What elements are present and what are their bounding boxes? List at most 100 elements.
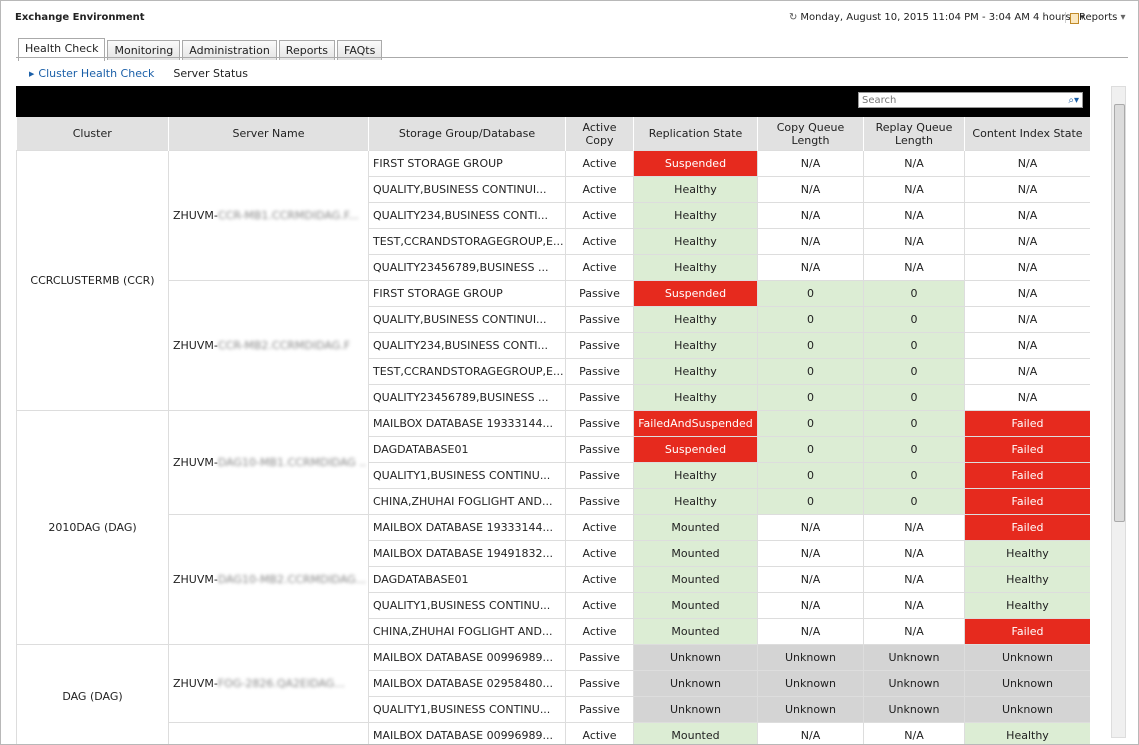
table-row: DAG (DAG) ZHUVM-FOG-2826.QA2EIDAG... MAILB…	[16, 644, 1090, 744]
tab[interactable]: FAQts	[337, 40, 383, 60]
status-cell: Healthy	[633, 462, 758, 489]
status-cell: Healthy	[633, 384, 758, 411]
status-cell: Healthy	[633, 176, 758, 203]
database: QUALITY234,BUSINESS CONTI...	[368, 202, 566, 229]
tab[interactable]: Administration	[182, 40, 277, 60]
status-cell: N/A	[757, 514, 864, 541]
reports-menu[interactable]: Reports	[1065, 12, 1126, 24]
status-cell: Healthy	[964, 592, 1090, 619]
database: MAILBOX DATABASE 00996989...	[368, 722, 566, 744]
status-cell: N/A	[757, 722, 864, 744]
server-prefix: ZHUVM-	[173, 209, 218, 222]
cluster-name: CCRCLUSTERMB (CCR)	[16, 150, 169, 411]
status-cell: N/A	[863, 176, 965, 203]
database: DAGDATABASE01	[368, 436, 566, 463]
table-row: DAGDATABASE01 Passive Suspended 0 0 Failed	[17, 436, 1090, 463]
status-cell: Healthy	[633, 488, 758, 515]
status-cell: N/A	[757, 150, 864, 177]
status-cell: Healthy	[633, 306, 758, 333]
server-redacted: DAG10-MB2.CCRMDIDAG...	[217, 573, 367, 586]
table-row: CCRCLUSTERMB (CCR) ZHUVM-CCR-MB1.CCRMDIDA…	[16, 150, 1090, 411]
status-cell: 0	[863, 488, 965, 515]
status-cell: N/A	[964, 228, 1090, 255]
status-cell: Unknown	[964, 670, 1090, 697]
database: MAILBOX DATABASE 02958480...	[368, 670, 566, 697]
active-copy: Passive	[565, 488, 634, 515]
status-cell: 0	[757, 306, 864, 333]
status-cell: N/A	[964, 150, 1090, 177]
column-header[interactable]: Storage Group/Database	[368, 117, 566, 151]
tab[interactable]: Monitoring	[107, 40, 181, 60]
status-cell: 0	[863, 410, 965, 437]
time-range[interactable]: Monday, August 10, 2015 11:04 PM - 3:04 …	[789, 12, 1085, 23]
status-cell: Healthy	[633, 202, 758, 229]
table-row: QUALITY23456789,BUSINESS ... Active Health…	[17, 254, 1090, 281]
table-row: ZHUVM-DAG10-MB2.CCRMDIDAG... MAILBOX DATA…	[17, 514, 1090, 645]
active-copy: Passive	[565, 332, 634, 359]
status-cell: N/A	[964, 384, 1090, 411]
status-cell: Unknown	[964, 696, 1090, 723]
database: MAILBOX DATABASE 19333144...	[368, 410, 566, 437]
table-row: MAILBOX DATABASE 00996989... Active Mounte…	[17, 722, 1090, 744]
status-cell: N/A	[757, 540, 864, 567]
server-prefix: ZHUVM-	[173, 573, 218, 586]
status-cell: 0	[863, 462, 965, 489]
status-cell: N/A	[757, 254, 864, 281]
table-row: QUALITY,BUSINESS CONTINUI... Active Health…	[17, 176, 1090, 203]
active-copy: Active	[565, 150, 634, 177]
table-row: QUALITY1,BUSINESS CONTINU... Passive Healt…	[17, 462, 1090, 489]
column-header[interactable]: Replication State	[633, 117, 758, 151]
active-copy: Passive	[565, 462, 634, 489]
database: TEST,CCRANDSTORAGEGROUP,E...	[368, 228, 566, 255]
server-redacted: CCR-MB1.CCRMDIDAG.F...	[217, 209, 359, 222]
subnav-link[interactable]: Server Status	[173, 67, 249, 80]
database: QUALITY1,BUSINESS CONTINU...	[368, 592, 566, 619]
search-box[interactable]: Search	[858, 92, 1083, 109]
tab[interactable]: Reports	[278, 40, 335, 60]
column-header[interactable]: Active Copy	[565, 117, 634, 151]
status-cell: 0	[863, 280, 965, 307]
database: FIRST STORAGE GROUP	[368, 280, 566, 307]
status-cell: Failed	[964, 488, 1090, 515]
server-redacted: CCR-MB2.CCRMDIDAG.F	[217, 339, 351, 352]
column-header[interactable]: Server Name	[168, 117, 369, 151]
status-cell: N/A	[863, 722, 965, 744]
table-row: TEST,CCRANDSTORAGEGROUP,E... Active Health…	[17, 228, 1090, 255]
tab[interactable]: Health Check	[18, 38, 106, 61]
column-header[interactable]: Copy Queue Length	[757, 117, 864, 151]
database: QUALITY234,BUSINESS CONTI...	[368, 332, 566, 359]
active-copy: Passive	[565, 696, 634, 723]
table-row: QUALITY1,BUSINESS CONTINU... Passive Unkno…	[17, 696, 1090, 723]
active-copy: Passive	[565, 644, 634, 671]
scrollbar[interactable]	[1111, 86, 1126, 738]
column-header[interactable]: Replay Queue Length	[863, 117, 965, 151]
status-cell: 0	[757, 332, 864, 359]
server-redacted: FOG-2826.QA2EIDAG...	[217, 677, 345, 690]
database: MAILBOX DATABASE 19491832...	[368, 540, 566, 567]
status-cell: Mounted	[633, 592, 758, 619]
status-cell: 0	[757, 358, 864, 385]
database: QUALITY,BUSINESS CONTINUI...	[368, 306, 566, 333]
cluster-name: DAG (DAG)	[16, 644, 169, 744]
database: QUALITY1,BUSINESS CONTINU...	[368, 696, 566, 723]
database: CHINA,ZHUHAI FOGLIGHT AND...	[368, 488, 566, 515]
status-cell: N/A	[757, 566, 864, 593]
database: QUALITY1,BUSINESS CONTINU...	[368, 462, 566, 489]
subnav-link[interactable]: Cluster Health Check	[29, 67, 154, 80]
column-header[interactable]: Content Index State	[964, 117, 1090, 151]
active-copy: Passive	[565, 280, 634, 307]
scroll-thumb[interactable]	[1114, 104, 1125, 522]
database: CHINA,ZHUHAI FOGLIGHT AND...	[368, 618, 566, 645]
table-row: MAILBOX DATABASE 02958480... Passive Unkno…	[17, 670, 1090, 697]
column-header[interactable]: Cluster	[16, 117, 169, 151]
table-row: QUALITY234,BUSINESS CONTI... Passive Healt…	[17, 332, 1090, 359]
status-cell: 0	[757, 488, 864, 515]
status-cell: 0	[757, 280, 864, 307]
database: QUALITY23456789,BUSINESS ...	[368, 384, 566, 411]
status-cell: Healthy	[964, 540, 1090, 567]
status-cell: Healthy	[633, 254, 758, 281]
status-cell: Mounted	[633, 722, 758, 744]
status-cell: Failed	[964, 462, 1090, 489]
status-cell: 0	[757, 462, 864, 489]
